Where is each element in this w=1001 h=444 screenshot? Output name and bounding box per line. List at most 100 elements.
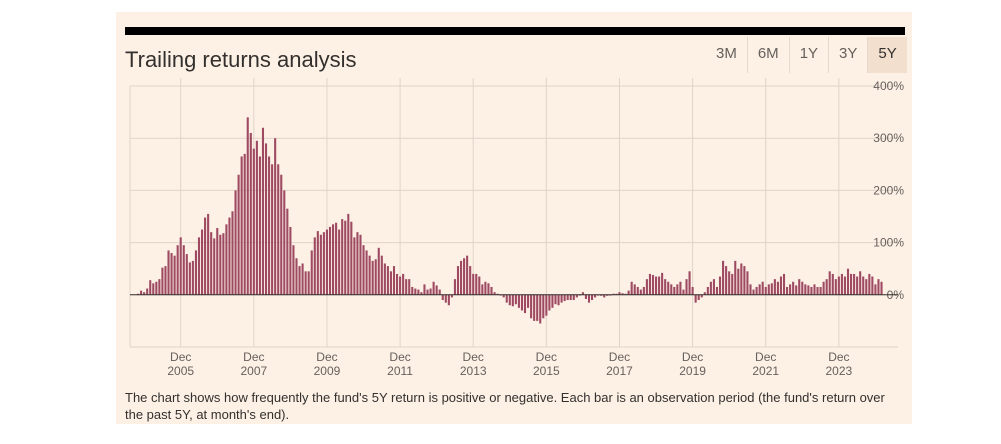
data-bar (432, 281, 435, 295)
data-bar (874, 284, 877, 295)
data-bar (469, 266, 472, 295)
data-bar (368, 255, 371, 295)
data-bar (475, 273, 478, 295)
data-bar (332, 224, 335, 295)
data-bar (441, 294, 444, 301)
data-bar (539, 294, 542, 324)
data-bar (828, 271, 831, 295)
data-bar (258, 156, 261, 295)
data-bar (536, 294, 539, 321)
data-bar (636, 286, 639, 295)
data-bar (246, 117, 249, 295)
x-tick-label-month: Dec (316, 350, 337, 364)
data-bar (301, 263, 304, 295)
data-bar (435, 285, 438, 295)
data-bar (399, 276, 402, 295)
tab-1y[interactable]: 1Y (788, 37, 828, 73)
data-bar (146, 288, 149, 295)
data-bar (517, 294, 520, 308)
data-bar (219, 234, 222, 295)
x-tick-label-month: Dec (828, 350, 849, 364)
tab-3y[interactable]: 3Y (828, 37, 867, 73)
data-bar (862, 276, 865, 295)
tab-5y[interactable]: 5Y (867, 37, 907, 73)
data-bar (700, 294, 703, 298)
data-bar (831, 273, 834, 295)
data-bar (731, 273, 734, 295)
data-bar (804, 284, 807, 295)
data-bar (514, 294, 517, 305)
data-bar (527, 294, 530, 308)
data-bar (648, 273, 651, 295)
data-bar (633, 284, 636, 295)
x-tick-label-month: Dec (609, 350, 630, 364)
data-bar (456, 266, 460, 295)
data-bar (761, 281, 764, 295)
data-bar (737, 268, 740, 295)
data-bar (243, 153, 246, 295)
data-bar (316, 231, 319, 295)
data-bar (880, 281, 883, 295)
data-bar (758, 284, 761, 295)
data-bar (414, 288, 417, 295)
data-bar (271, 164, 274, 295)
data-bar (694, 294, 697, 303)
data-bar (782, 273, 786, 295)
data-bar (816, 286, 819, 295)
x-tick-label-year: 2021 (752, 364, 779, 378)
data-bar (612, 293, 615, 295)
data-bar (630, 281, 633, 295)
data-bar (137, 293, 140, 295)
data-bar (508, 294, 511, 306)
data-bar (328, 226, 332, 295)
data-bar (182, 245, 185, 295)
data-bar (487, 283, 490, 295)
data-bar (584, 294, 588, 299)
data-bar (213, 238, 216, 295)
data-bar (234, 190, 237, 295)
data-bar (651, 274, 655, 295)
data-bar (158, 279, 161, 295)
x-tick-label-year: 2011 (387, 364, 413, 378)
data-bar (353, 237, 356, 295)
data-bar (356, 232, 359, 295)
data-bar (840, 273, 843, 295)
data-bar (581, 292, 584, 295)
data-bar (307, 271, 310, 295)
data-bar (249, 132, 252, 295)
x-tick-label-year: 2017 (606, 364, 633, 378)
data-bar (225, 224, 228, 295)
data-bar (718, 276, 722, 295)
data-bar (502, 294, 505, 298)
tab-6m[interactable]: 6M (746, 37, 789, 73)
data-bar (386, 266, 389, 295)
data-bar (295, 258, 298, 295)
data-bar (280, 174, 283, 295)
data-bar (691, 286, 694, 295)
data-bar (402, 273, 405, 295)
data-bar (222, 233, 225, 295)
data-bar (292, 245, 295, 295)
data-bar (849, 273, 853, 295)
data-bar (143, 292, 146, 295)
data-bar (569, 294, 572, 301)
data-bar (834, 279, 837, 295)
data-bar (511, 294, 514, 307)
data-bar (459, 260, 463, 295)
data-bar (795, 285, 798, 295)
data-bar (853, 273, 856, 295)
data-bar (715, 286, 719, 295)
data-bar (560, 294, 563, 303)
x-tick-label-month: Dec (389, 350, 410, 364)
y-tick-label: 400% (873, 79, 904, 93)
data-bar (722, 260, 725, 295)
tab-3m[interactable]: 3M (716, 45, 737, 62)
data-bar (240, 156, 243, 295)
data-bar (484, 281, 487, 295)
data-bar (846, 268, 850, 295)
data-bar (859, 271, 862, 295)
data-bar (871, 276, 874, 295)
data-bar (587, 294, 591, 303)
data-bar (411, 286, 414, 295)
